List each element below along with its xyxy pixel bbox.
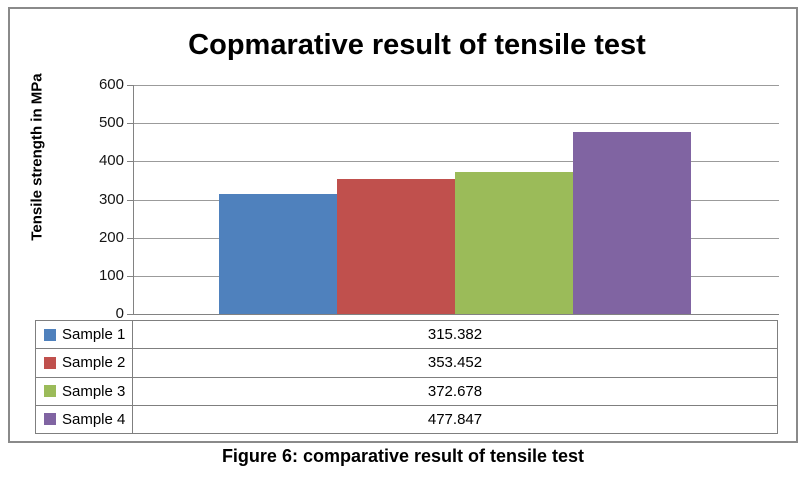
chart-title: Copmarative result of tensile test [188, 29, 646, 61]
legend-label-sample-3: Sample 3 [62, 382, 126, 400]
legend-name-cell-sample-1: Sample 1 [36, 321, 133, 349]
y-tick-label-400: 400 [98, 152, 124, 170]
legend-label-sample-2: Sample 2 [62, 354, 126, 372]
legend-swatch-sample-1 [44, 328, 56, 341]
gridline-600 [134, 85, 779, 86]
legend-label-sample-4: Sample 4 [62, 410, 126, 428]
legend-row-sample-1: Sample 1 315.382 [36, 321, 777, 349]
bar-sample-2 [337, 179, 455, 314]
legend-swatch-sample-2 [44, 356, 56, 369]
y-tick-label-500: 500 [98, 114, 124, 132]
legend-value-sample-2: 353.452 [427, 354, 483, 372]
bar-sample-4 [573, 131, 691, 314]
figure-caption: Figure 6: comparative result of tensile … [221, 446, 585, 466]
y-tick-mark-200 [127, 237, 133, 239]
legend-label-sample-1: Sample 1 [62, 326, 126, 344]
legend-swatch-sample-3 [44, 385, 56, 398]
legend-name-cell-sample-2: Sample 2 [36, 349, 133, 377]
legend-swatch-sample-4 [44, 413, 56, 426]
plot-area [133, 85, 779, 315]
y-tick-label-0: 0 [115, 305, 124, 322]
legend-row-sample-4: Sample 4 477.847 [36, 404, 777, 433]
legend-value-sample-4: 477.847 [427, 410, 483, 428]
legend-table: Sample 1 315.382 Sample 2 353.452 Sample 3 37… [35, 320, 778, 434]
y-tick-label-200: 200 [98, 228, 124, 246]
y-tick-mark-300 [127, 199, 133, 201]
legend-value-sample-1: 315.382 [427, 326, 483, 344]
chart-container: Copmarative result of tensile test Tensi… [8, 7, 798, 443]
y-tick-mark-0 [127, 314, 133, 315]
y-tick-label-300: 300 [98, 190, 124, 208]
y-tick-mark-600 [127, 85, 133, 86]
bar-sample-1 [219, 193, 337, 314]
legend-name-cell-sample-4: Sample 4 [36, 405, 133, 433]
y-axis-title: Tensile strength in MPa [28, 73, 46, 241]
y-tick-label-100: 100 [98, 266, 124, 284]
gridline-500 [134, 123, 779, 125]
legend-row-sample-2: Sample 2 353.452 [36, 348, 777, 377]
legend-value-sample-3: 372.678 [427, 382, 483, 400]
y-tick-mark-500 [127, 123, 133, 125]
bar-sample-3 [455, 171, 573, 314]
y-tick-mark-400 [127, 161, 133, 163]
y-tick-mark-100 [127, 275, 133, 277]
y-tick-label-600: 600 [98, 76, 124, 93]
gridline-400 [134, 161, 779, 163]
legend-name-cell-sample-3: Sample 3 [36, 377, 133, 405]
legend-row-sample-3: Sample 3 372.678 [36, 376, 777, 405]
